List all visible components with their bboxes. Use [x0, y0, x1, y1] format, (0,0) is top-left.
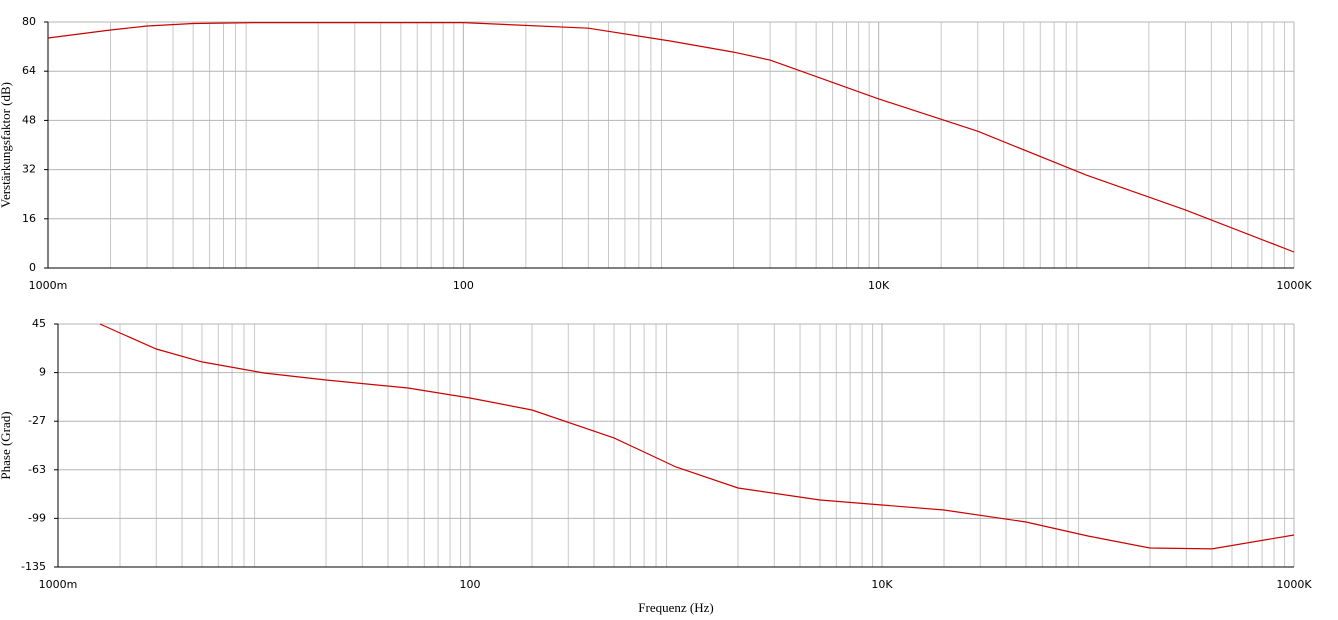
- x-tick-label: 10K: [871, 578, 893, 591]
- y-tick-label: 32: [22, 163, 36, 176]
- y-tick-label: 45: [32, 317, 46, 330]
- x-axis-label: Frequenz (Hz): [638, 600, 713, 615]
- y-tick-label: -27: [28, 414, 46, 427]
- y-tick-label: -135: [21, 560, 46, 573]
- y-tick-label: 48: [22, 113, 36, 126]
- y-tick-label: -99: [28, 511, 46, 524]
- y-tick-label: 80: [22, 15, 36, 28]
- y-tick-label: 64: [22, 64, 36, 77]
- x-tick-label: 1000K: [1276, 279, 1312, 292]
- x-tick-label: 10K: [868, 279, 890, 292]
- y-tick-label: 9: [39, 366, 46, 379]
- x-tick-label: 1000m: [39, 578, 78, 591]
- y-tick-label: 0: [29, 261, 36, 274]
- y-tick-label: -63: [28, 463, 46, 476]
- y-axis-label: Phase (Grad): [0, 411, 13, 479]
- curve: [47, 22, 1295, 253]
- curve: [99, 323, 1295, 550]
- x-tick-label: 1000m: [29, 279, 68, 292]
- x-tick-label: 1000K: [1276, 578, 1312, 591]
- y-axis-label: Verstärkungsfaktor (dB): [0, 82, 13, 208]
- x-tick-label: 100: [460, 578, 481, 591]
- x-tick-label: 100: [453, 279, 474, 292]
- y-tick-label: 16: [22, 212, 36, 225]
